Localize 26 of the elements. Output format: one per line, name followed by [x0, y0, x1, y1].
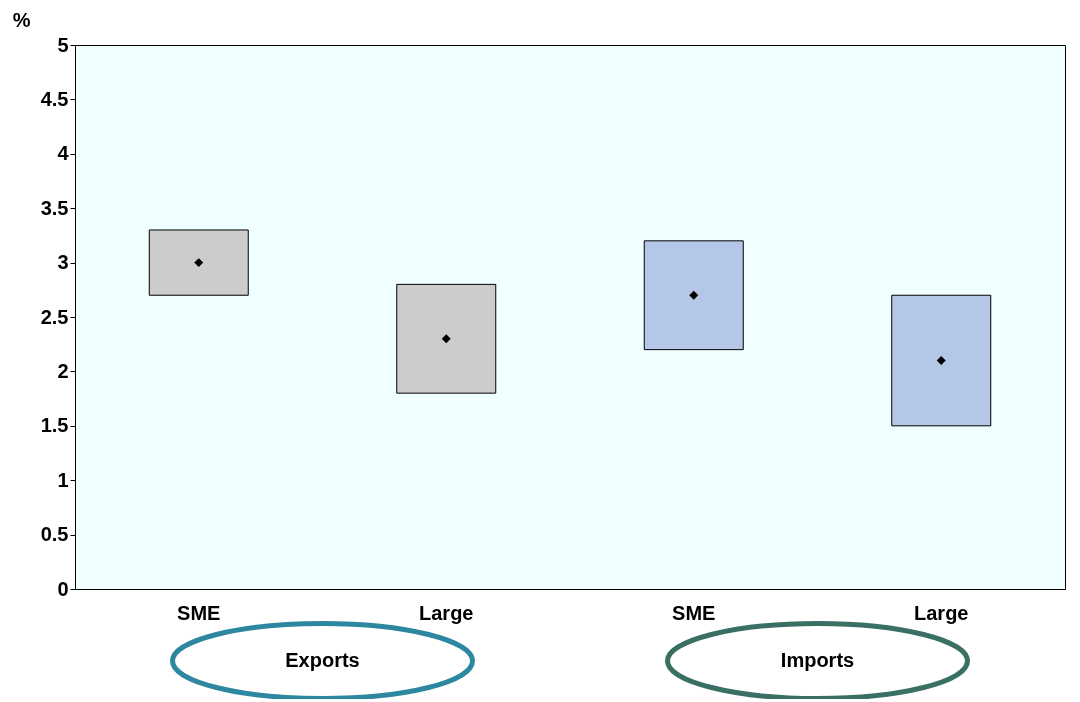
y-tick-label: 2	[57, 359, 69, 382]
y-tick-label: 0	[57, 577, 69, 600]
text: Imports	[780, 649, 855, 671]
point	[194, 258, 204, 268]
y-axis-title: %	[12, 8, 31, 31]
y-tick-label: 2.5	[40, 305, 69, 328]
bar	[891, 294, 992, 427]
y-tick-label: 3.5	[40, 196, 69, 219]
x-tick-label: SME	[177, 601, 221, 624]
y-tick-label: 1.5	[40, 414, 69, 437]
y-tick-label: 5	[57, 33, 69, 56]
point	[689, 290, 699, 300]
bar	[148, 229, 249, 296]
bar	[396, 283, 497, 394]
y-tick-label: 4.5	[40, 87, 69, 110]
x-tick-label: Large	[914, 601, 969, 624]
y-tick-label: 1	[57, 468, 69, 491]
point	[936, 356, 946, 365]
y-tick-label: 0.5	[40, 523, 69, 546]
point	[441, 334, 451, 344]
y-tick-label: 3	[57, 251, 69, 274]
x-tick-label: Large	[419, 601, 474, 624]
text: Exports	[285, 649, 360, 671]
y-tick-label: 4	[57, 142, 70, 165]
x-tick-label: SME	[672, 601, 716, 624]
bar	[643, 240, 744, 351]
